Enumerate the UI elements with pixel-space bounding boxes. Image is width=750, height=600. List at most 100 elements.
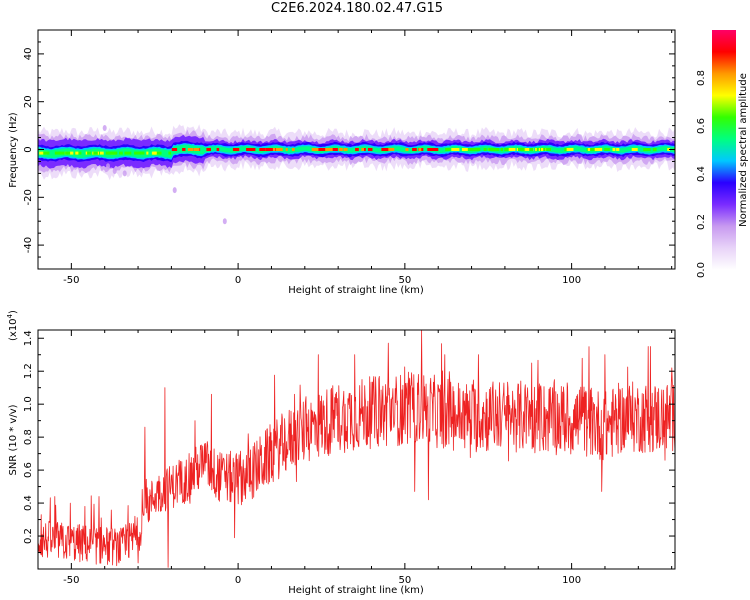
spectrogram-peak-cell xyxy=(97,151,104,155)
spectrogram-peak-cell xyxy=(75,151,79,155)
spectrogram-band-layer xyxy=(38,144,675,159)
spectrogram-peak-cell xyxy=(206,148,211,151)
spectrogram-outlier xyxy=(122,170,127,177)
spectrogram-peak-cell xyxy=(518,148,521,151)
spectrogram-peak-cell xyxy=(367,148,373,151)
spectrogram-peak-cell xyxy=(466,148,472,151)
spectrogram-peak-cell xyxy=(87,151,92,155)
spectrogram-xtick-label: 0 xyxy=(235,275,241,286)
spectrogram-peak-cell xyxy=(232,148,240,151)
spectrogram-peak-cell xyxy=(412,148,417,151)
spectrogram-peak-cell xyxy=(612,148,616,151)
snr-scale-label: (x104) xyxy=(6,310,19,341)
spectrogram-ytick-label: 0 xyxy=(23,146,34,152)
spectrogram-peak-cell xyxy=(156,151,162,155)
colorbar-tick-label: 0.0 xyxy=(696,262,707,278)
spectrogram-peak-cell xyxy=(470,148,478,151)
spectrogram-peak-cell xyxy=(432,148,439,151)
spectrogram-peak-cell xyxy=(65,151,68,155)
spectrogram-peak-cell xyxy=(667,148,670,151)
spectrogram-peak-cell xyxy=(343,148,348,151)
snr-xtick-label: 100 xyxy=(562,575,581,586)
snr-series-line xyxy=(38,330,675,568)
spectrogram-peak-cell xyxy=(93,151,98,155)
spectrogram-ytick-label: -40 xyxy=(23,237,34,253)
spectrogram-peak-cell xyxy=(291,148,295,151)
spectrogram-peak-cell xyxy=(67,151,71,155)
spectrogram-outlier xyxy=(222,218,227,225)
spectrogram-outlier xyxy=(102,125,107,131)
spectrogram-ytick-label: -20 xyxy=(23,189,34,205)
spectrogram-peak-cell xyxy=(332,148,338,151)
snr-panel: -50 0 50 100 0.2 0.4 0.6 0.8 1.0 1.2 1.4 Height of… xyxy=(6,310,676,596)
snr-xtick-label: -50 xyxy=(63,575,79,586)
snr-frame xyxy=(37,329,676,570)
spectrogram-peak-cell xyxy=(527,148,534,151)
spectrogram-peak-cell xyxy=(451,148,456,151)
snr-xtick-label: 0 xyxy=(235,575,241,586)
spectrogram-panel: -50 0 50 100 -40 -20 0 20 40 Height of straight … xyxy=(8,29,676,296)
spectrogram-peak-cell xyxy=(525,148,530,151)
spectrogram-peak-cell xyxy=(68,151,74,155)
spectrogram-peak-cell xyxy=(645,148,651,151)
spectrogram-peak-cell xyxy=(259,148,266,151)
spectrogram-peak-cell xyxy=(107,151,114,155)
snr-ytick-label: 1.4 xyxy=(23,330,34,346)
spectrogram-peak-cell xyxy=(324,148,329,151)
spectrogram-peak-cell xyxy=(328,148,331,151)
spectrogram-peak-cell xyxy=(193,148,200,151)
spectrogram-frame xyxy=(37,29,676,270)
colorbar-ticks: 0.0 0.2 0.4 0.6 0.8 xyxy=(696,70,707,278)
spectrogram-peak-cell xyxy=(247,148,254,151)
spectrogram-outlier xyxy=(172,187,177,194)
colorbar-tick-label: 0.2 xyxy=(696,214,707,230)
spectrogram-peak-cell xyxy=(171,148,178,151)
spectrogram-peak-cell xyxy=(475,148,481,151)
snr-ytick-label: 0.4 xyxy=(23,495,34,511)
spectrogram-band xyxy=(38,124,675,225)
colorbar-label: Normalized spectral amplitude xyxy=(738,73,749,227)
spectrogram-peak-cell xyxy=(405,148,409,151)
spectrogram-peak-cell xyxy=(461,148,468,151)
spectrogram-peak-cell xyxy=(483,148,487,151)
spectrogram-peak-cell xyxy=(39,151,44,155)
spectrogram-xtick-label: -50 xyxy=(63,275,79,286)
spectrogram-peak-cell xyxy=(592,148,599,151)
snr-ytick-label: 1.2 xyxy=(23,363,34,379)
spectrogram-peak-cell xyxy=(598,148,603,151)
spectrogram-peak-cell xyxy=(387,148,395,151)
spectrogram-peak-cell xyxy=(246,148,249,151)
spectrogram-peak-cell xyxy=(538,148,544,151)
snr-ytick-label: 0.6 xyxy=(23,462,34,478)
spectrogram-peak-cell xyxy=(140,151,145,155)
spectrogram-peak-cell xyxy=(590,148,595,151)
spectrogram-peak-cell xyxy=(355,148,359,151)
spectrogram-peak-cell xyxy=(311,148,319,151)
snr-xlabel: Height of straight line (km) xyxy=(288,585,424,596)
spectrogram-peak-cell xyxy=(154,151,157,155)
spectrogram-peak-cell xyxy=(58,151,65,155)
spectrogram-peak-cell xyxy=(500,148,503,151)
spectrogram-peak-cell xyxy=(616,148,620,151)
spectrogram-peak-cell xyxy=(493,148,498,151)
spectrogram-peak-cell xyxy=(270,148,278,151)
spectrogram-peak-cell xyxy=(546,148,551,151)
colorbar-scale xyxy=(712,30,736,270)
spectrogram-peak-cell xyxy=(187,148,194,151)
spectrogram-peak-cell xyxy=(381,148,389,151)
spectrogram-xtick-label: 100 xyxy=(562,275,581,286)
spectrogram-peak-cell xyxy=(607,148,610,151)
spectrogram-peak-cell xyxy=(361,148,365,151)
spectrogram-xlabel: Height of straight line (km) xyxy=(288,285,424,296)
spectrogram-peak-cell xyxy=(504,148,511,151)
colorbar-tick-label: 0.8 xyxy=(696,70,707,86)
spectrogram-peak-cell xyxy=(445,148,451,151)
spectrogram-peak-cell xyxy=(182,148,186,151)
colorbar: 0.0 0.2 0.4 0.6 0.8 Normalized spectral ampl… xyxy=(696,30,749,278)
spectrogram-peak-cell xyxy=(518,148,525,151)
spectrogram-peak-cell xyxy=(119,151,123,155)
spectrogram-peak-cell xyxy=(54,151,61,155)
spectrogram-ylabel: Frequency (Hz) xyxy=(8,112,19,188)
spectrogram-peak-cell xyxy=(508,148,516,151)
